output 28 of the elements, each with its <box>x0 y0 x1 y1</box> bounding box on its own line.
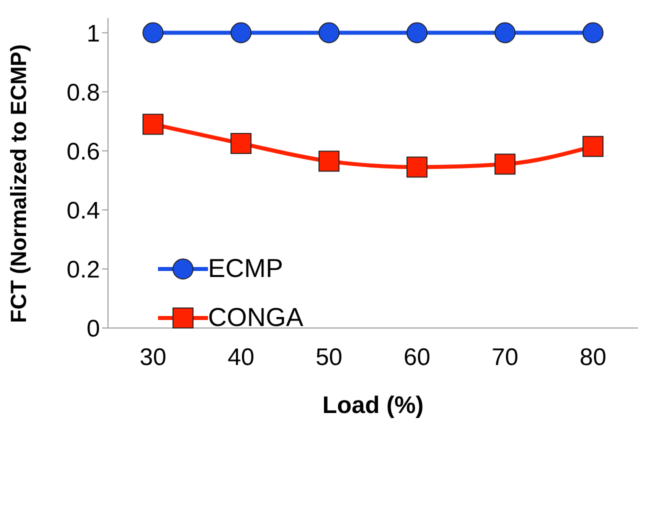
point <box>142 22 164 44</box>
legend-label: ECMP <box>208 253 284 284</box>
x-tick-label: 70 <box>492 344 518 372</box>
x-tick-label: 60 <box>404 344 430 372</box>
y-axis-title: FCT (Normalized to ECMP) <box>6 44 31 323</box>
point <box>230 22 252 44</box>
x-tick-label: 40 <box>228 344 254 372</box>
legend-label: CONGA <box>208 302 304 333</box>
point <box>406 156 428 178</box>
y-tick-label: 0.2 <box>66 256 100 284</box>
point <box>230 132 252 154</box>
y-tick-label: 1 <box>86 20 100 48</box>
point <box>494 22 516 44</box>
x-tick-label: 50 <box>316 344 342 372</box>
point <box>142 114 164 135</box>
x-axis-title: Load (%) <box>322 392 424 419</box>
point <box>582 136 604 157</box>
y-tick-label: 0 <box>86 316 100 343</box>
point <box>406 22 428 44</box>
point <box>582 22 604 44</box>
x-tick-label: 30 <box>140 344 166 372</box>
y-tick-label: 0.4 <box>66 197 100 224</box>
y-tick-label: 0.6 <box>66 138 100 166</box>
point <box>494 154 516 175</box>
point <box>318 22 340 44</box>
point <box>318 150 340 172</box>
x-tick-label: 80 <box>580 344 606 372</box>
y-tick-label: 0.8 <box>66 79 100 106</box>
